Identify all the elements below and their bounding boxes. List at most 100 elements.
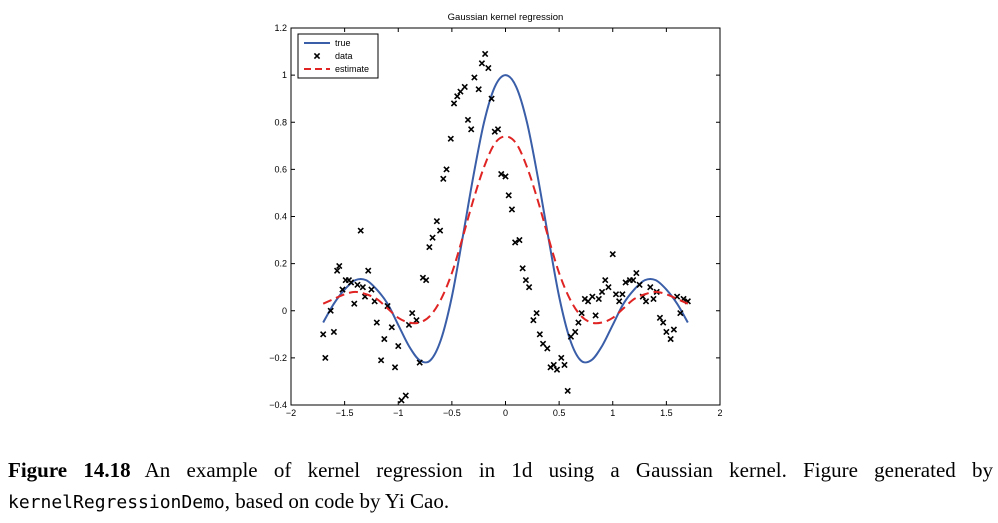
data-point bbox=[354, 281, 361, 288]
data-point bbox=[365, 267, 372, 274]
y-tick-label: 0.8 bbox=[274, 117, 287, 127]
caption-text: An example of kernel regression in 1d us… bbox=[144, 458, 993, 482]
data-point bbox=[320, 331, 327, 338]
y-tick-label: −0.2 bbox=[269, 353, 287, 363]
data-point bbox=[633, 269, 640, 277]
chart-title: Gaussian kernel regression bbox=[448, 12, 564, 23]
data-point bbox=[481, 50, 489, 58]
data-point bbox=[347, 279, 355, 286]
data-point bbox=[447, 135, 454, 142]
data-point bbox=[667, 335, 674, 343]
data-point bbox=[533, 309, 540, 317]
x-tick-label: 1.5 bbox=[660, 408, 673, 418]
data-point bbox=[663, 328, 670, 336]
data-point bbox=[612, 291, 620, 298]
x-tick-label: 1 bbox=[610, 408, 615, 418]
data-point bbox=[502, 173, 509, 180]
x-tick-label: −1.5 bbox=[336, 408, 354, 418]
data-point bbox=[575, 319, 582, 326]
data-point bbox=[475, 86, 482, 93]
legend-label: true bbox=[335, 38, 351, 48]
legend: true data estimate bbox=[297, 33, 379, 79]
data-point bbox=[416, 359, 423, 366]
caption-text-end: , based on code by Yi Cao. bbox=[224, 489, 450, 513]
data-point bbox=[561, 361, 568, 369]
x-tick-label: 0.5 bbox=[553, 408, 566, 418]
data-point bbox=[454, 93, 461, 100]
data-point bbox=[567, 333, 575, 340]
data-point bbox=[650, 295, 657, 303]
data-point bbox=[485, 64, 492, 72]
data-point bbox=[516, 236, 523, 244]
data-point bbox=[572, 328, 579, 336]
data-point bbox=[578, 309, 585, 317]
data-point bbox=[629, 276, 637, 284]
data-point bbox=[488, 95, 495, 102]
data-point bbox=[384, 302, 391, 310]
data-point bbox=[511, 239, 519, 246]
data-point bbox=[373, 319, 380, 326]
data-point bbox=[422, 276, 430, 284]
data-point bbox=[605, 284, 612, 291]
plot-area bbox=[290, 27, 721, 406]
data-point bbox=[647, 284, 654, 291]
legend-label: data bbox=[335, 51, 353, 61]
data-point bbox=[659, 319, 667, 326]
axes: −2 −1.5 −1 −0.5 0 0.5 1 1.5 2 −0.4 −0.2 0 0.2 0.4 0.6 0… bbox=[269, 23, 722, 418]
data-point bbox=[450, 100, 458, 107]
data-point bbox=[550, 361, 557, 369]
data-point bbox=[461, 83, 468, 91]
y-tick-label: 0 bbox=[282, 306, 287, 316]
data-point bbox=[351, 300, 358, 307]
data-point bbox=[525, 284, 533, 291]
data-point bbox=[339, 286, 346, 293]
series-line-true bbox=[322, 74, 689, 364]
data-point bbox=[429, 234, 436, 241]
data-point bbox=[471, 74, 478, 81]
y-tick-label: 1.2 bbox=[274, 23, 287, 33]
data-point bbox=[595, 295, 602, 303]
x-tick-label: −1 bbox=[393, 408, 403, 418]
data-point bbox=[636, 281, 643, 288]
data-point bbox=[468, 126, 475, 133]
legend-marker-data bbox=[313, 52, 321, 60]
data-point bbox=[508, 206, 516, 213]
data-point bbox=[589, 293, 596, 300]
data-point bbox=[558, 354, 565, 362]
data-point bbox=[391, 364, 399, 371]
data-point bbox=[327, 307, 334, 314]
data-point bbox=[413, 317, 420, 324]
data-point bbox=[616, 298, 623, 305]
data-point bbox=[398, 397, 405, 404]
data-point bbox=[377, 357, 385, 364]
data-point bbox=[622, 279, 629, 286]
data-point bbox=[544, 345, 551, 352]
y-tick-label: 0.6 bbox=[274, 164, 287, 174]
y-tick-label: −0.4 bbox=[269, 400, 287, 410]
data-point bbox=[592, 312, 599, 319]
x-tick-label: −0.5 bbox=[443, 408, 461, 418]
data-point bbox=[536, 331, 543, 338]
caption-code: kernelRegressionDemo bbox=[8, 492, 225, 513]
chart: Gaussian kernel regression −2 −1.5 −1 −0.5 0… bbox=[269, 12, 722, 418]
data-point bbox=[457, 88, 464, 95]
y-tick-label: 1 bbox=[282, 70, 287, 80]
data-point bbox=[381, 335, 388, 343]
data-point bbox=[677, 309, 684, 317]
x-tick-label: 2 bbox=[717, 408, 722, 418]
data-point bbox=[333, 267, 341, 274]
data-point bbox=[553, 366, 561, 373]
data-point bbox=[494, 126, 502, 133]
data-point bbox=[642, 298, 650, 305]
data-point bbox=[336, 262, 343, 270]
data-point bbox=[530, 317, 537, 324]
series-layer bbox=[320, 50, 691, 404]
data-point bbox=[409, 309, 416, 317]
data-point bbox=[670, 326, 678, 333]
data-point bbox=[464, 116, 472, 124]
data-point bbox=[436, 227, 444, 234]
y-tick-label: 0.4 bbox=[274, 212, 287, 222]
y-tick-label: 0.2 bbox=[274, 259, 287, 269]
series-data bbox=[320, 50, 691, 404]
data-point bbox=[609, 251, 616, 258]
